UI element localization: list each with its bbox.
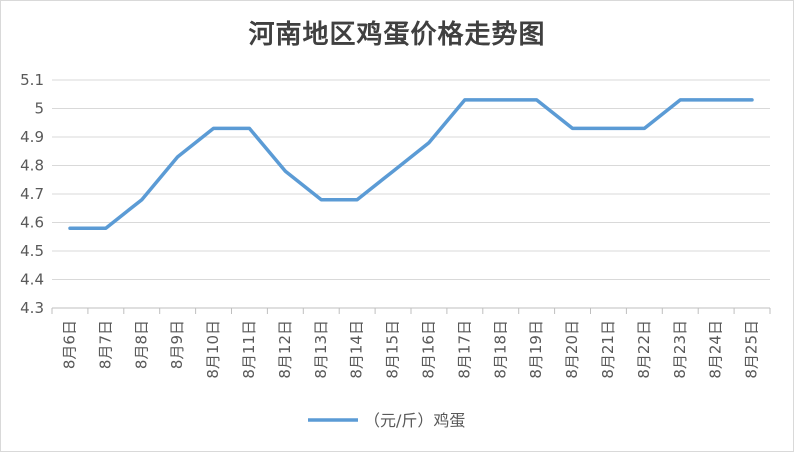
y-axis-ticks: 4.3 4.4 4.5 4.6 4.7 4.8 4.9 5 5.1 (20, 71, 44, 317)
x-tick-label: 8月16日 (419, 320, 437, 379)
legend: （元/斤）鸡蛋 (308, 411, 465, 430)
x-tick-label: 8月19日 (527, 320, 545, 379)
x-tick-label: 8月21日 (599, 320, 617, 379)
y-tick-label: 5 (34, 100, 44, 118)
x-tick-label: 8月15日 (384, 320, 402, 379)
x-tick-label: 8月11日 (240, 320, 258, 379)
legend-label: （元/斤）鸡蛋 (364, 411, 465, 430)
x-tick-label: 8月9日 (168, 320, 186, 369)
x-tick-label: 8月6日 (60, 320, 78, 369)
x-tick-label: 8月25日 (743, 320, 761, 379)
y-tick-label: 4.3 (20, 299, 44, 317)
x-tick-label: 8月8日 (132, 320, 150, 369)
x-tick-label: 8月24日 (707, 320, 725, 379)
series-layer (68, 98, 754, 230)
y-tick-label: 4.6 (20, 214, 44, 232)
x-tick-label: 8月22日 (635, 320, 653, 379)
chart-title: 河南地区鸡蛋价格走势图 (248, 20, 546, 50)
x-axis (51, 307, 771, 314)
y-tick-label: 4.4 (20, 271, 44, 289)
y-tick-label: 4.7 (20, 185, 44, 203)
x-tick-label: 8月14日 (348, 320, 366, 379)
x-tick-label: 8月18日 (491, 320, 509, 379)
x-tick-label: 8月7日 (96, 320, 114, 369)
x-tick-label: 8月20日 (563, 320, 581, 379)
y-tick-label: 4.9 (20, 128, 44, 146)
x-tick-label: 8月23日 (671, 320, 689, 379)
y-tick-label: 5.1 (20, 71, 44, 89)
x-axis-ticks: 8月6日 8月7日 8月8日 8月9日 8月10日 8月11日 8月12日 8月13日 8月14… (60, 320, 760, 379)
x-tick-label: 8月17日 (455, 320, 473, 379)
x-tick-label: 8月13日 (312, 320, 330, 379)
gridlines (52, 79, 770, 280)
series-line (68, 98, 754, 230)
y-tick-label: 4.8 (20, 157, 44, 175)
x-tick-label: 8月10日 (204, 320, 222, 379)
x-tick-label: 8月12日 (276, 320, 294, 379)
y-tick-label: 4.5 (20, 242, 44, 260)
